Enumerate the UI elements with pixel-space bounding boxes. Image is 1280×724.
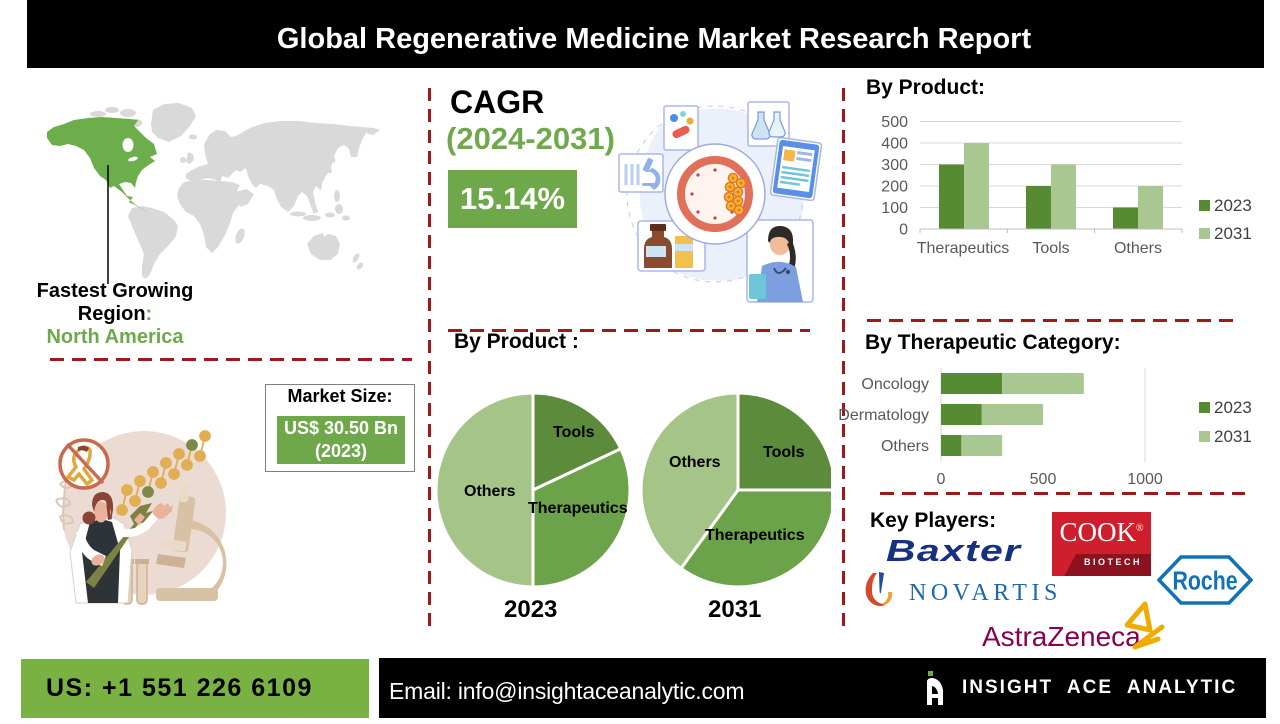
svg-text:200: 200: [881, 179, 908, 196]
svg-text:Oncology: Oncology: [861, 376, 929, 393]
svg-text:1000: 1000: [1127, 471, 1163, 488]
svg-text:Others: Others: [1114, 240, 1162, 257]
svg-text:Tools: Tools: [1032, 240, 1069, 257]
svg-text:2023: 2023: [1214, 196, 1252, 215]
svg-text:Roche: Roche: [1172, 567, 1237, 597]
svg-text:Dermatology: Dermatology: [838, 407, 929, 424]
svg-text:500: 500: [1030, 471, 1057, 488]
svg-text:0: 0: [899, 222, 908, 239]
svg-text:2031: 2031: [1214, 224, 1252, 243]
svg-text:500: 500: [881, 114, 908, 131]
svg-text:NOVARTIS: NOVARTIS: [909, 580, 1062, 606]
svg-text:100: 100: [881, 200, 908, 217]
svg-text:Others: Others: [881, 438, 929, 455]
svg-text:2023: 2023: [1214, 398, 1252, 417]
svg-text:400: 400: [881, 136, 908, 153]
svg-text:0: 0: [937, 471, 946, 488]
svg-text:Therapeutics: Therapeutics: [917, 240, 1010, 257]
svg-text:2031: 2031: [1214, 427, 1252, 446]
svg-text:300: 300: [881, 157, 908, 174]
